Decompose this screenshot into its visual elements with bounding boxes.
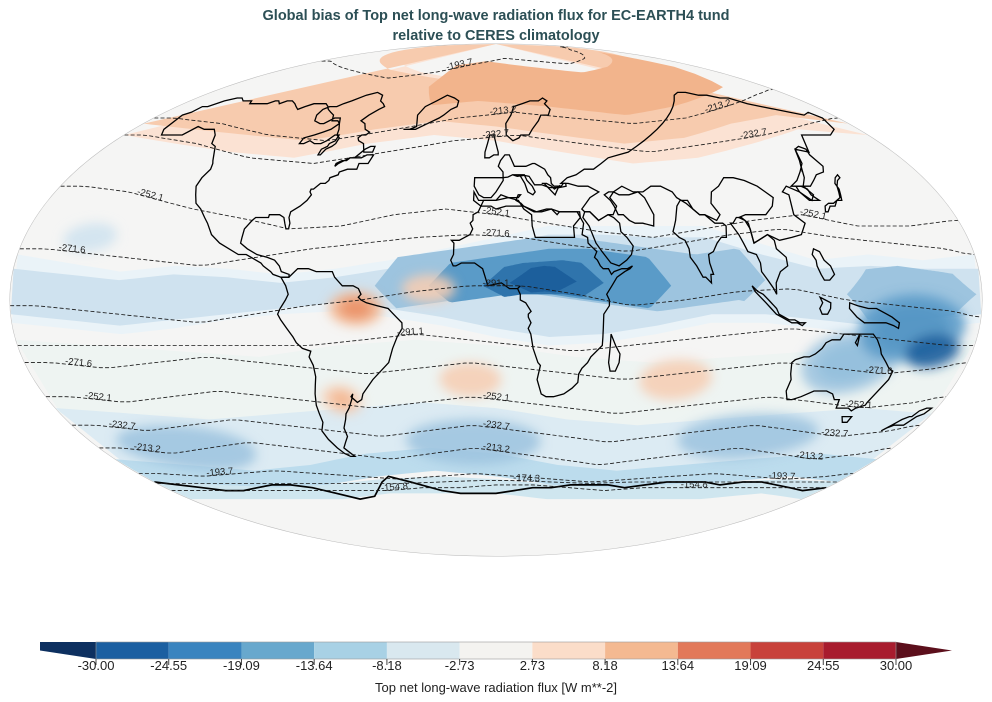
- svg-text:-154.8: -154.8: [381, 481, 409, 494]
- svg-text:-193.7: -193.7: [206, 466, 234, 479]
- svg-text:-213.2: -213.2: [796, 450, 824, 463]
- svg-text:-291.1: -291.1: [483, 278, 510, 289]
- svg-text:-154.8: -154.8: [681, 480, 708, 491]
- svg-text:-252.1: -252.1: [845, 399, 873, 412]
- svg-text:-174.3: -174.3: [513, 473, 540, 485]
- svg-text:-193.7: -193.7: [768, 470, 795, 482]
- svg-text:-271.6: -271.6: [482, 227, 509, 239]
- svg-text:-232.7: -232.7: [821, 427, 849, 440]
- svg-text:-291.1: -291.1: [397, 326, 424, 338]
- svg-text:-271.6: -271.6: [865, 365, 893, 377]
